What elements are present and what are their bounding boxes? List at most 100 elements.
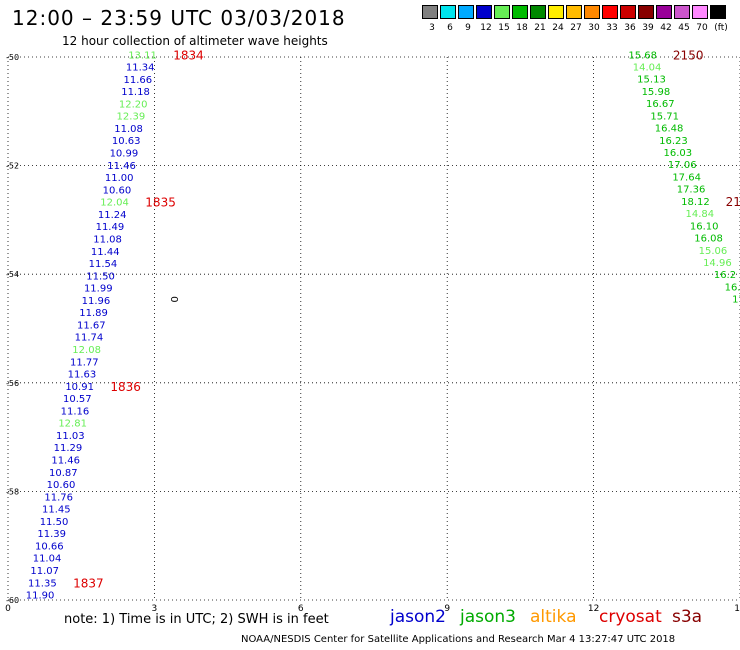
swh-value: 11.90 xyxy=(26,591,55,602)
y-tick-label: -60 xyxy=(6,596,19,605)
swh-value: 17.06 xyxy=(668,160,697,171)
colorbar-tick-label: 18 xyxy=(516,23,528,33)
colorbar-tick-label: 36 xyxy=(624,23,636,33)
colorbar-swatch xyxy=(692,5,708,19)
colorbar-tick-label: 12 xyxy=(480,23,492,33)
colorbar-tick-label: 42 xyxy=(660,23,672,33)
swh-value: 12.39 xyxy=(117,112,146,123)
x-tick-label: 6 xyxy=(298,604,304,614)
swh-value: 11.44 xyxy=(91,247,120,258)
swh-value: 12.04 xyxy=(100,198,129,209)
swh-value: 16.23 xyxy=(659,136,688,147)
swh-value: 10.57 xyxy=(63,394,92,405)
swh-value: 10.87 xyxy=(49,468,78,479)
swh-value: 15.68 xyxy=(628,50,657,61)
colorbar-swatch xyxy=(476,5,492,19)
x-tick-label: 12 xyxy=(588,604,599,614)
colorbar-swatch xyxy=(422,5,438,19)
swh-value: 17.36 xyxy=(677,185,706,196)
swh-value: 11.04 xyxy=(33,554,62,565)
satellite-jason3: jason3 xyxy=(460,607,516,627)
time-label: 1834 xyxy=(173,48,204,62)
swh-value: 10.63 xyxy=(112,136,141,147)
swh-value: 11.08 xyxy=(93,234,122,245)
swh-value: 11.66 xyxy=(124,75,153,86)
colorbar-swatch xyxy=(638,5,654,19)
swh-value: 11.77 xyxy=(70,357,99,368)
swh-value: 11.45 xyxy=(42,505,71,516)
swh-value: 10.66 xyxy=(35,541,64,552)
swh-value: 14.96 xyxy=(703,258,732,269)
swh-value: 17 xyxy=(732,295,740,306)
satellite-jason2: jason2 xyxy=(390,607,446,627)
time-label: 1836 xyxy=(110,380,141,394)
swh-value: 11.08 xyxy=(114,124,143,135)
swh-value: 15.71 xyxy=(650,111,679,122)
swh-value: 11.03 xyxy=(56,431,85,442)
credit-line: NOAA/NESDIS Center for Satellite Applica… xyxy=(241,634,676,645)
swh-value: 11.50 xyxy=(86,271,115,282)
colorbar-swatch xyxy=(512,5,528,19)
time-label: 1837 xyxy=(73,576,104,590)
colorbar-tick-label: 15 xyxy=(498,23,510,33)
swh-value: 12.20 xyxy=(119,99,148,110)
swh-value: 11.46 xyxy=(51,455,80,466)
colorbar-tick-label: 70 xyxy=(696,23,708,33)
colorbar-swatch xyxy=(674,5,690,19)
swh-value: 15.98 xyxy=(642,87,671,98)
swh-value: 11.46 xyxy=(107,161,136,172)
colorbar-tick-label: 30 xyxy=(588,23,600,33)
map-subtitle: 12 hour collection of altimeter wave hei… xyxy=(62,34,328,48)
swh-value: 11.18 xyxy=(121,87,150,98)
swh-value: 12.08 xyxy=(72,345,101,356)
swh-value: 18.12 xyxy=(681,197,710,208)
swh-value: 15.13 xyxy=(637,75,666,86)
contour-label: 0 xyxy=(170,296,181,302)
y-tick-label: -56 xyxy=(6,379,19,388)
y-tick-label: -52 xyxy=(6,162,19,171)
swh-value: 11.50 xyxy=(40,517,69,528)
swh-value: 11.24 xyxy=(98,210,127,221)
colorbar-tick-label: 3 xyxy=(429,23,435,33)
swh-value: 13.11 xyxy=(128,50,157,61)
swh-value: 10.60 xyxy=(47,480,76,491)
swh-value: 11.89 xyxy=(79,308,108,319)
map-title: 12:00 – 23:59 UTC 03/03/2018 xyxy=(12,6,346,30)
colorbar-tick-label: 27 xyxy=(570,23,582,33)
colorbar-unit-label: (ft) xyxy=(714,23,728,33)
swh-value: 17.64 xyxy=(672,172,701,183)
swh-value: 11.29 xyxy=(54,443,83,454)
colorbar-tick-label: 45 xyxy=(678,23,690,33)
swh-value: 11.39 xyxy=(37,529,66,540)
colorbar-tick-label: 6 xyxy=(447,23,453,33)
colorbar-swatch xyxy=(584,5,600,19)
swh-value: 14.84 xyxy=(685,209,714,220)
colorbar-swatch xyxy=(602,5,618,19)
colorbar-swatch xyxy=(620,5,636,19)
x-tick-label: 15 xyxy=(734,604,740,614)
swh-value: 11.76 xyxy=(44,492,73,503)
colorbar-swatch xyxy=(656,5,672,19)
colorbar-tick-label: 21 xyxy=(534,23,546,33)
time-label: 21 xyxy=(726,195,740,209)
swh-value: 16.48 xyxy=(655,124,684,135)
swh-value: 11.49 xyxy=(96,222,125,233)
colorbar-swatch xyxy=(548,5,564,19)
x-tick-label: 9 xyxy=(444,604,450,614)
swh-value: 11.67 xyxy=(77,320,106,331)
swh-value: 11.35 xyxy=(28,578,57,589)
colorbar-swatch xyxy=(458,5,474,19)
swh-value: 16.10 xyxy=(690,221,719,232)
swh-value: 16.08 xyxy=(694,234,723,245)
time-label: 1835 xyxy=(145,196,176,210)
swh-value: 16. xyxy=(725,282,740,293)
colorbar-tick-label: 24 xyxy=(552,23,564,33)
swh-value: 10.91 xyxy=(65,382,94,393)
swh-value: 12.81 xyxy=(58,419,87,430)
swh-value: 11.16 xyxy=(61,406,90,417)
time-label: 2150 xyxy=(673,48,704,62)
swh-value: 10.60 xyxy=(103,185,132,196)
swh-value: 11.63 xyxy=(68,370,97,381)
colorbar-swatch xyxy=(710,5,726,19)
colorbar-swatch xyxy=(566,5,582,19)
